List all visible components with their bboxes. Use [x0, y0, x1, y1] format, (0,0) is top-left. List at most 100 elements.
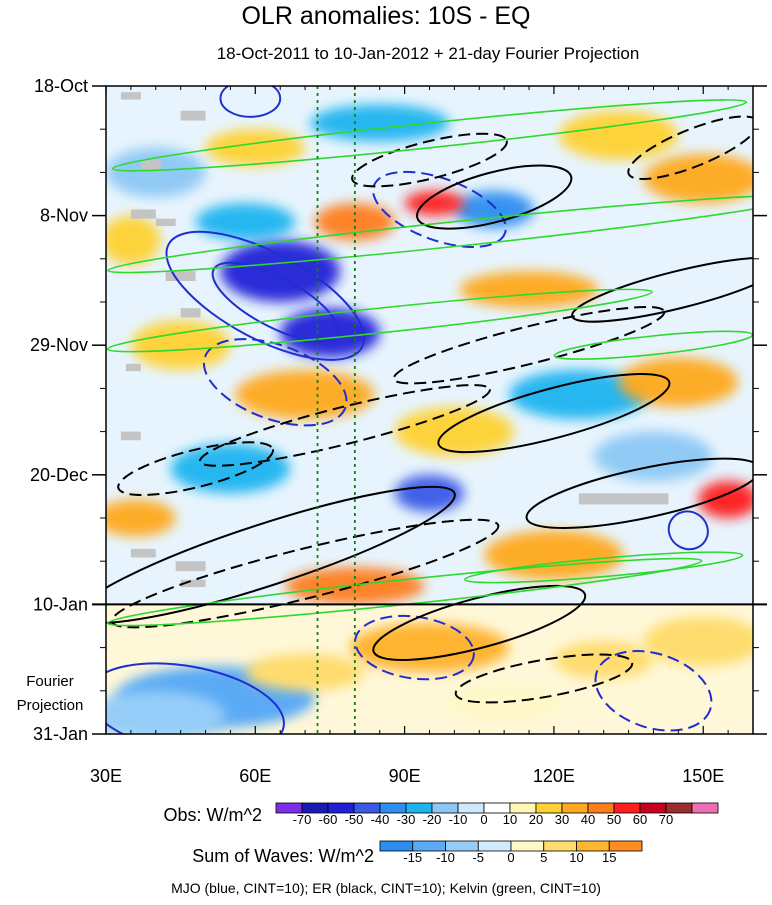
contour-mjo-neg-proj	[106, 662, 285, 734]
y-tick-label-4: 10-Jan	[33, 594, 88, 614]
waves-colorbar-level-1: -10	[436, 850, 455, 865]
missing-data-11	[180, 579, 206, 588]
waves-colorbar-level-4: 5	[540, 850, 547, 865]
missing-data-6	[180, 308, 201, 318]
obs-colorbar-level-8: 10	[503, 812, 517, 827]
obs-colorbar-swatch-16	[691, 802, 719, 814]
missing-data-2	[140, 160, 161, 170]
olr-blob-22	[558, 110, 679, 161]
contour-er-pos-oct	[351, 132, 508, 188]
contour-er-neg-dec-2	[525, 457, 753, 529]
olr-blob-23	[205, 129, 306, 167]
olr-blob-0	[220, 240, 340, 302]
obs-colorbar-level-4: -30	[397, 812, 416, 827]
olr-blob-17	[643, 153, 753, 204]
chart-title: OLR anomalies: 10S - EQ	[241, 2, 530, 30]
x-tick-label-1: 60E	[239, 766, 271, 786]
waves-colorbar-swatch-4	[510, 840, 545, 852]
obs-colorbar-label: Obs: W/m^2	[164, 805, 262, 825]
missing-data-3	[130, 209, 156, 219]
y-tick-label-5: 31-Jan	[33, 724, 88, 744]
olr-blob-16	[698, 480, 753, 518]
obs-colorbar-level-5: -20	[423, 812, 442, 827]
projection-label-line1: Fourier	[26, 673, 74, 690]
y-tick-label-2: 29-Nov	[30, 335, 88, 355]
contour-mjo-neg-dec	[667, 510, 709, 551]
missing-data-7	[125, 363, 141, 372]
obs-colorbar-level-7: 0	[480, 812, 487, 827]
contour-kelvin-band-oct	[111, 99, 748, 172]
plot-area	[106, 86, 753, 734]
missing-data-5	[165, 271, 196, 282]
contour-er-pos-oct-east	[627, 115, 753, 180]
obs-colorbar-level-9: 20	[529, 812, 543, 827]
olr-blob-20	[394, 406, 515, 457]
olr-blob-7	[170, 443, 291, 494]
waves-colorbar-level-6: 15	[602, 850, 616, 865]
contour-er-pos-nov-west	[117, 441, 274, 496]
olr-blob-13	[235, 369, 375, 420]
waves-colorbar-swatch-7	[608, 840, 643, 852]
contour-kelvin-band-jan-2	[464, 551, 744, 584]
obs-colorbar-level-10: 30	[555, 812, 569, 827]
olr-blob-6	[509, 369, 649, 420]
x-tick-label-0: 30E	[90, 766, 122, 786]
wave-legend-text: MJO (blue, CINT=10); ER (black, CINT=10)…	[171, 880, 601, 896]
waves-colorbar-level-0: -15	[403, 850, 422, 865]
olr-blob-5	[454, 190, 535, 228]
y-tick-label-3: 20-Dec	[30, 465, 88, 485]
y-tick-label-0: 18-Oct	[34, 76, 88, 96]
contour-kelvin-band-nov-1	[107, 194, 753, 274]
axes: 30E 60E 90E 120E 150E 18-Oct 8-Nov 29-Nov 20-Dec…	[30, 76, 767, 786]
projection-label-line2: Projection	[17, 697, 84, 714]
missing-data-layer	[120, 92, 669, 588]
olr-blob-19	[106, 499, 176, 537]
projection-blob-1	[106, 690, 226, 734]
missing-data-4	[155, 218, 176, 227]
contour-er-neg-dec-3	[106, 485, 456, 625]
obs-colorbar-level-1: -60	[319, 812, 338, 827]
contour-er-pos-dec-1	[198, 384, 491, 467]
contour-mjo-neg-nov-inner	[211, 261, 339, 343]
projection-blob-6	[444, 684, 564, 722]
obs-colorbar-level-0: -70	[293, 812, 312, 827]
missing-data-0	[120, 92, 141, 100]
obs-colorbar-level-6: -10	[449, 812, 468, 827]
obs-colorbar-level-11: 40	[581, 812, 595, 827]
waves-colorbar-level-5: 10	[569, 850, 583, 865]
missing-data-10	[175, 561, 206, 572]
obs-colorbar-level-2: -50	[345, 812, 364, 827]
olr-blob-8	[593, 431, 714, 481]
reference-lines	[316, 86, 356, 734]
waves-colorbar: -15 -10 -5 0 5 10 15	[379, 840, 643, 865]
contour-er-pos-dec-2	[392, 305, 666, 385]
obs-colorbar: -70 -60 -50 -40 -30 -20 -10 0 10 20 30 40 50 60 70	[275, 802, 719, 827]
contour-er-neg-jan	[372, 584, 587, 661]
contour-mjo-pos-jan-east	[594, 650, 713, 732]
missing-data-8	[120, 431, 141, 441]
projection-blob-3	[245, 653, 365, 691]
missing-data-9	[130, 548, 156, 558]
obs-colorbar-level-3: -40	[371, 812, 390, 827]
olr-blob-4	[394, 474, 465, 512]
x-tick-label-3: 120E	[533, 766, 575, 786]
olr-blob-12	[459, 271, 599, 309]
olr-blob-18	[484, 530, 624, 580]
olr-blob-3	[106, 147, 206, 198]
olr-blob-15	[618, 357, 739, 407]
obs-colorbar-level-14: 70	[659, 812, 673, 827]
waves-colorbar-level-3: 0	[507, 850, 514, 865]
contour-er-neg-nov	[416, 164, 573, 230]
olr-blob-24	[106, 215, 161, 265]
y-tick-label-1: 8-Nov	[40, 206, 88, 226]
olr-blob-2	[195, 203, 296, 241]
x-tick-label-2: 90E	[389, 766, 421, 786]
obs-colorbar-level-13: 60	[633, 812, 647, 827]
contour-kelvin-band-nov-2	[106, 288, 653, 353]
contour-er-pos-jan-2	[454, 653, 634, 704]
olr-blob-21	[130, 320, 231, 370]
olr-anomaly-field	[106, 104, 753, 734]
missing-data-12	[578, 493, 669, 505]
x-tick-label-4: 150E	[682, 766, 724, 786]
